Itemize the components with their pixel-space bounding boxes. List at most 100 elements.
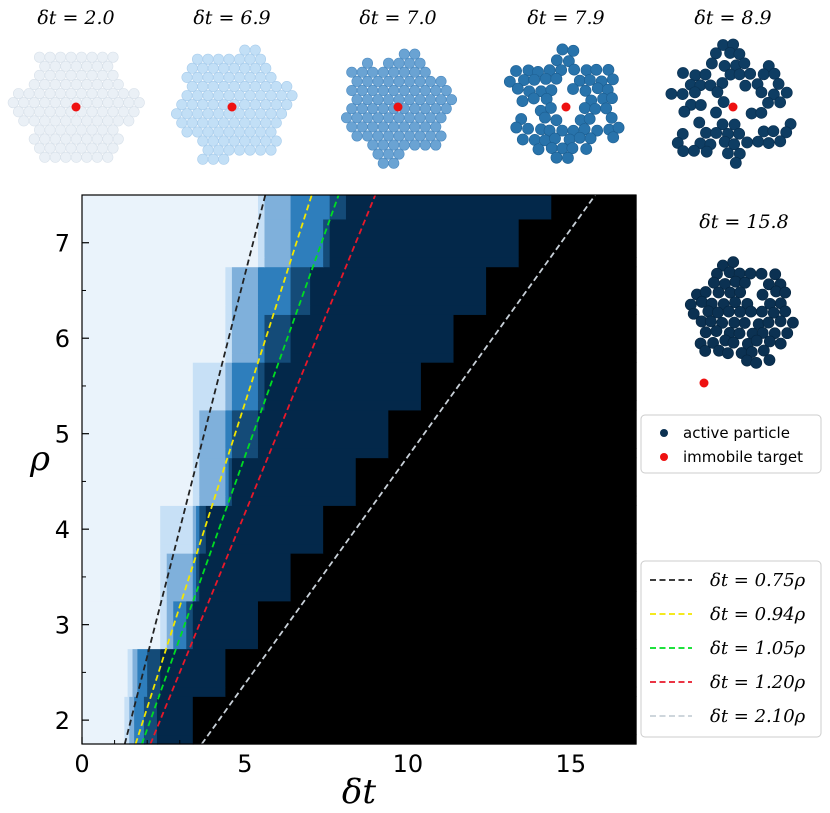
particle — [228, 135, 240, 147]
particle — [91, 115, 103, 127]
particle — [716, 77, 729, 89]
particle — [414, 75, 426, 87]
particle — [367, 103, 379, 115]
particle — [223, 144, 235, 156]
particle — [550, 151, 563, 164]
particle — [699, 326, 712, 339]
particle — [435, 112, 447, 124]
immobile-target-dot — [393, 102, 403, 112]
particle — [260, 117, 272, 129]
heatmap-cell — [290, 553, 637, 592]
heatmap-cell — [231, 314, 259, 354]
particle — [566, 142, 579, 155]
particle — [383, 94, 395, 106]
particle — [722, 347, 734, 360]
particle — [202, 108, 214, 120]
particle — [767, 88, 780, 101]
marker-legend-box — [640, 414, 822, 474]
particle — [780, 86, 793, 99]
particle — [516, 95, 529, 107]
heatmap-cell — [486, 304, 637, 315]
particle — [176, 99, 188, 111]
particle — [192, 71, 204, 83]
particle — [234, 53, 246, 65]
heatmap-cell — [329, 218, 520, 258]
particle — [346, 121, 358, 133]
particle — [409, 66, 421, 78]
heatmap-cell — [82, 314, 226, 354]
particle — [60, 97, 72, 109]
immobile-target-dot — [561, 102, 571, 112]
particle — [738, 317, 751, 329]
particle — [97, 51, 109, 63]
x-tick-label: 15 — [556, 750, 587, 778]
heatmap-cell — [257, 362, 266, 401]
heatmap-cell — [134, 696, 145, 736]
heatmap-cell — [257, 352, 266, 363]
particle — [65, 142, 77, 154]
particle — [218, 153, 230, 165]
particle — [223, 53, 235, 65]
particle — [197, 117, 209, 129]
heatmap-cell — [186, 638, 194, 650]
particle — [181, 126, 193, 138]
heatmap-cell — [257, 304, 292, 315]
heatmap-cell — [192, 457, 200, 497]
heatmap-cell — [388, 409, 637, 449]
immobile-target-dot — [728, 102, 738, 112]
particle — [244, 90, 256, 102]
heatmap-cell — [82, 505, 161, 545]
heatmap-cell — [205, 543, 324, 554]
particle — [81, 133, 93, 145]
particle — [511, 82, 524, 95]
heatmap-cell — [137, 686, 148, 697]
particle — [722, 147, 734, 160]
particle — [44, 51, 56, 63]
particle — [202, 71, 214, 83]
heatmap-cell — [323, 257, 331, 268]
heatmap-cell — [192, 400, 226, 411]
particle — [404, 112, 416, 124]
heatmap-cell — [160, 638, 168, 650]
particle — [265, 126, 277, 138]
marker-legend-label: active particle — [683, 424, 790, 442]
particle — [699, 286, 712, 298]
heatmap-cell — [82, 696, 125, 736]
particle — [192, 126, 204, 138]
particle — [687, 307, 700, 320]
axis-ticks: 0 5 10 15 2 3 4 5 6 7 — [55, 230, 604, 778]
particle — [716, 316, 729, 329]
particle — [70, 151, 82, 163]
particle — [700, 145, 713, 158]
particle — [239, 62, 251, 74]
particle — [430, 121, 442, 133]
particle — [39, 97, 51, 109]
particle — [678, 105, 691, 118]
particle — [757, 68, 770, 81]
snapshot-label: δt = 15.8 — [699, 211, 788, 233]
particle — [270, 80, 282, 92]
particle — [556, 43, 569, 56]
particle — [171, 108, 183, 120]
particle — [699, 345, 712, 357]
particle — [107, 51, 119, 63]
particle — [388, 121, 400, 133]
particle — [228, 117, 240, 129]
heatmap-cell — [192, 505, 197, 545]
heatmap-cell — [355, 495, 637, 506]
particle — [55, 51, 67, 63]
particle — [606, 92, 618, 105]
particle — [186, 80, 198, 92]
heatmap-cell — [192, 409, 200, 449]
particle — [589, 102, 602, 115]
heatmap-cell — [199, 553, 292, 592]
particle — [218, 80, 230, 92]
particle — [49, 115, 61, 127]
particle — [414, 57, 426, 69]
x-tick-label: 0 — [74, 750, 89, 778]
particle — [255, 108, 267, 120]
particle — [260, 62, 272, 74]
snapshot-panels: δt = 2.0 δt = 6.9 δt = 7.0 δt = 7.9 δt = 8.9… — [7, 7, 799, 388]
snapshot-panel: δt = 7.9 — [503, 7, 625, 164]
particle — [86, 106, 98, 118]
